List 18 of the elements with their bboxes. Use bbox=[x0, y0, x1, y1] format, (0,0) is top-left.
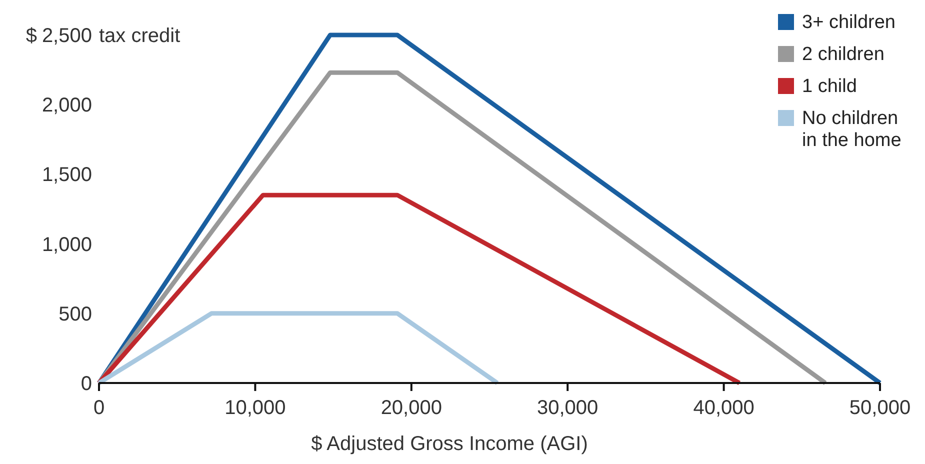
y-tick-label: 1,000 bbox=[42, 234, 92, 256]
x-tick-label: 20,000 bbox=[380, 397, 442, 419]
x-axis-title: $ Adjusted Gross Income (AGI) bbox=[311, 433, 588, 455]
y-tick-label: 0 bbox=[80, 373, 92, 395]
legend-label: 1 child bbox=[802, 76, 857, 97]
y-tick-label: 1,500 bbox=[42, 164, 92, 186]
legend-label: No children in the home bbox=[802, 108, 902, 151]
legend-label: 2 children bbox=[802, 44, 884, 65]
y-axis-title: tax credit bbox=[99, 25, 181, 47]
y-tick-label: 500 bbox=[58, 303, 92, 326]
x-tick-label: 50,000 bbox=[849, 397, 911, 419]
y-tick-label: 2,500 bbox=[42, 25, 92, 47]
text: $ bbox=[26, 25, 37, 47]
x-tick-label: 40,000 bbox=[693, 397, 754, 419]
x-tick-label: 10,000 bbox=[224, 397, 286, 419]
y-tick-label: 2,000 bbox=[42, 94, 92, 117]
x-tick-label: 30,000 bbox=[537, 397, 598, 419]
legend-label: 3+ children bbox=[802, 12, 896, 33]
